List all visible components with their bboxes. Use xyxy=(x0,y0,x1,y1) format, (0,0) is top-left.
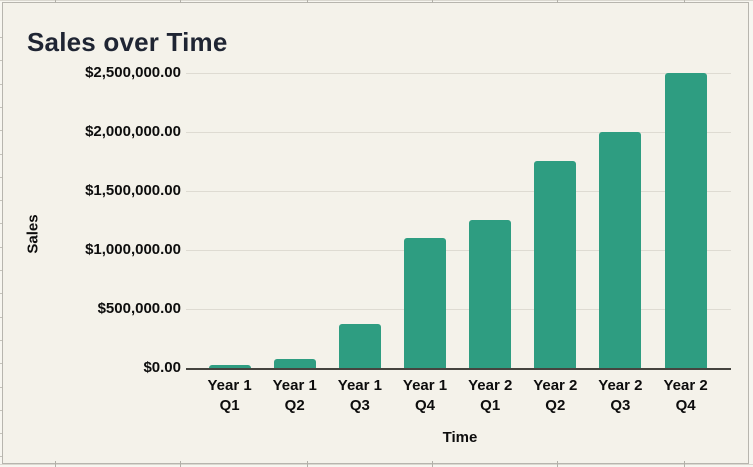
x-tick-label: Year 1 Q3 xyxy=(337,377,382,414)
row-boundary-tick xyxy=(0,317,2,318)
x-tick-label: Year 2 Q1 xyxy=(468,377,513,414)
column-boundary-tick xyxy=(684,0,685,3)
chart-title: Sales over Time xyxy=(27,27,228,57)
x-tick-label: Year 1 Q2 xyxy=(272,377,317,414)
column-boundary-tick xyxy=(557,461,558,467)
x-axis-line xyxy=(186,368,731,370)
column-boundary-tick xyxy=(432,0,433,3)
y-tick-label: $1,000,000.00 xyxy=(85,241,181,258)
row-boundary-tick xyxy=(0,293,2,294)
gridline xyxy=(186,309,731,310)
y-tick-label: $500,000.00 xyxy=(97,300,181,317)
column-boundary-tick xyxy=(55,0,56,3)
row-boundary-tick xyxy=(0,456,2,457)
x-tick-label: Year 2 Q3 xyxy=(598,377,643,414)
y-tick-label: $2,000,000.00 xyxy=(85,123,181,140)
x-tick-label: Year 2 Q4 xyxy=(663,377,708,414)
y-tick-label: $2,500,000.00 xyxy=(85,64,181,81)
gridline xyxy=(186,191,731,192)
y-tick-label: $0.00 xyxy=(143,359,181,376)
column-boundary-tick xyxy=(55,461,56,467)
x-tick-label: Year 1 Q4 xyxy=(402,377,448,414)
row-boundary-tick xyxy=(0,223,2,224)
row-boundary-tick xyxy=(0,247,2,248)
column-boundary-tick xyxy=(180,0,181,3)
y-tick-label: $1,500,000.00 xyxy=(85,182,181,199)
bar-year-1-q1[interactable] xyxy=(208,365,251,368)
row-boundary-tick xyxy=(0,60,2,61)
row-boundary-tick xyxy=(0,130,2,131)
column-boundary-tick xyxy=(557,0,558,3)
row-boundary-tick xyxy=(0,84,2,85)
bar-year-2-q3[interactable] xyxy=(599,132,642,368)
bar-year-2-q2[interactable] xyxy=(534,161,577,368)
row-boundary-tick xyxy=(0,363,2,364)
plot-area: $0.00 $500,000.00 $1,000,000.00 $1,500,000.… xyxy=(3,3,748,463)
bar-year-2-q4[interactable] xyxy=(664,73,707,368)
row-boundary-tick xyxy=(0,387,2,388)
column-boundary-tick xyxy=(432,461,433,467)
row-boundary-tick xyxy=(0,433,2,434)
row-boundary-tick xyxy=(0,37,2,38)
row-boundary-tick xyxy=(0,154,2,155)
row-boundary-tick xyxy=(0,270,2,271)
x-axis-title: Time xyxy=(442,429,478,446)
column-boundary-tick xyxy=(684,461,685,467)
top-gridline xyxy=(0,0,753,1)
column-boundary-tick xyxy=(307,0,308,3)
row-boundary-tick xyxy=(0,410,2,411)
bar-year-1-q3[interactable] xyxy=(338,324,381,368)
gridline xyxy=(186,250,731,251)
bar-year-2-q1[interactable] xyxy=(469,220,512,368)
bar-year-1-q4[interactable] xyxy=(404,238,446,368)
x-tick-label: Year 1 Q1 xyxy=(207,377,252,414)
row-boundary-tick xyxy=(0,177,2,178)
column-boundary-tick xyxy=(307,461,308,467)
gridline xyxy=(186,73,731,74)
row-boundary-tick xyxy=(0,340,2,341)
bottom-gridline xyxy=(0,464,753,465)
row-boundary-tick xyxy=(0,107,2,108)
bar-year-1-q2[interactable] xyxy=(273,359,316,368)
row-boundary-tick xyxy=(0,200,2,201)
x-tick-label: Year 2 Q2 xyxy=(533,377,578,414)
column-boundary-tick xyxy=(180,461,181,467)
gridline xyxy=(186,132,731,133)
